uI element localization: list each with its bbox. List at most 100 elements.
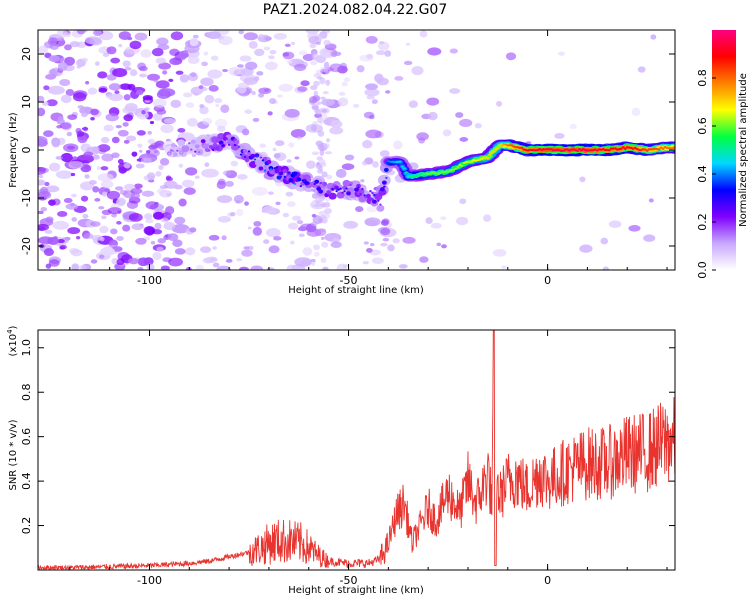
noise-blob [92,186,100,193]
noise-blob [243,246,250,250]
noise-blob [239,266,249,270]
ridge-point [263,169,267,172]
noise-blob [69,41,80,48]
noise-blob [628,224,641,232]
noise-blob [122,122,129,127]
colorbar-tick-label: 0.8 [696,69,709,87]
noise-blob [321,216,328,224]
noise-blob [356,65,365,73]
noise-blob [140,157,152,164]
noise-blob [136,130,146,136]
noise-blob [155,57,166,64]
noise-blob [384,50,392,57]
ridge-point [661,147,665,150]
noise-blob [382,237,390,242]
noise-blob [123,139,130,144]
noise-blob [46,99,58,107]
noise-blob [311,213,317,218]
noise-blob [194,175,200,179]
noise-blob [648,198,654,203]
noise-blob [284,108,300,118]
noise-blob [154,222,162,230]
noise-blob [239,55,252,62]
noise-blob [174,216,186,225]
noise-blob [371,99,378,105]
noise-blob [208,234,220,241]
noise-blob [124,102,138,112]
noise-blob [312,121,318,125]
noise-blob [144,107,150,111]
ridge-point [198,151,201,154]
noise-blob [317,116,323,124]
noise-blob [217,215,231,223]
colorbar-tick-label: 0.4 [696,165,709,183]
noise-blob [311,151,319,156]
noise-blob [505,52,517,61]
snr-multiplier-close: ) [8,325,19,329]
noise-blob [637,66,646,73]
noise-blob [325,79,331,86]
noise-blob [156,246,164,252]
ridge-point [239,153,243,156]
noise-blob [48,259,60,267]
noise-blob [408,100,419,108]
noise-blob [362,139,373,149]
noise-blob [474,123,482,129]
ridge-point [315,181,318,184]
noise-blob [228,66,241,76]
noise-blob [172,239,183,247]
ridge-point [349,184,352,187]
noise-blob [380,219,389,226]
noise-blob [191,153,197,157]
noise-blob [75,235,81,240]
noise-blob [116,221,122,225]
noise-blob [101,191,108,198]
noise-blob [119,189,128,195]
noise-blob [46,185,60,193]
colorbar-tick-label: 0.0 [696,261,709,279]
ridge-point [247,150,251,153]
snr-multiplier-base: (x10 [8,334,19,357]
noise-blob [112,68,128,78]
spectrogram-x-tick-label: -100 [137,274,162,287]
noise-blob [365,35,378,44]
ridge-point [500,144,504,147]
noise-blob [70,172,76,177]
noise-blob [139,149,143,153]
snr-y-tick-label: 1.0 [20,339,33,357]
noise-blob [235,199,241,204]
noise-blob [341,81,348,87]
noise-blob [314,228,327,237]
noise-blob [149,120,155,125]
ridge-point [211,148,215,152]
noise-blob [114,90,120,95]
ridge-point [377,199,380,202]
noise-blob [38,210,44,215]
ridge-point [221,144,225,147]
spectrogram-x-tick-label: -50 [340,274,358,287]
noise-blob [55,155,63,160]
ridge-point [343,190,346,193]
noise-blob [294,257,312,267]
noise-blob [318,158,326,166]
noise-blob [77,105,84,109]
noise-blob [208,84,219,92]
noise-blob [442,129,452,137]
noise-blob [198,85,204,90]
noise-blob [275,201,281,206]
noise-blob [324,213,331,219]
noise-blob [131,151,138,157]
noise-blob [273,236,282,241]
noise-blob [124,66,132,71]
noise-blob [100,166,109,171]
ridge-point [246,151,252,156]
noise-blob [321,241,329,248]
noise-blob [122,60,131,68]
noise-blob [178,198,187,207]
noise-blob [122,224,131,232]
ridge-point [170,143,176,148]
noise-blob [385,90,391,94]
noise-blob [324,196,331,202]
noise-blob [558,51,565,56]
ridge-point [371,191,374,195]
